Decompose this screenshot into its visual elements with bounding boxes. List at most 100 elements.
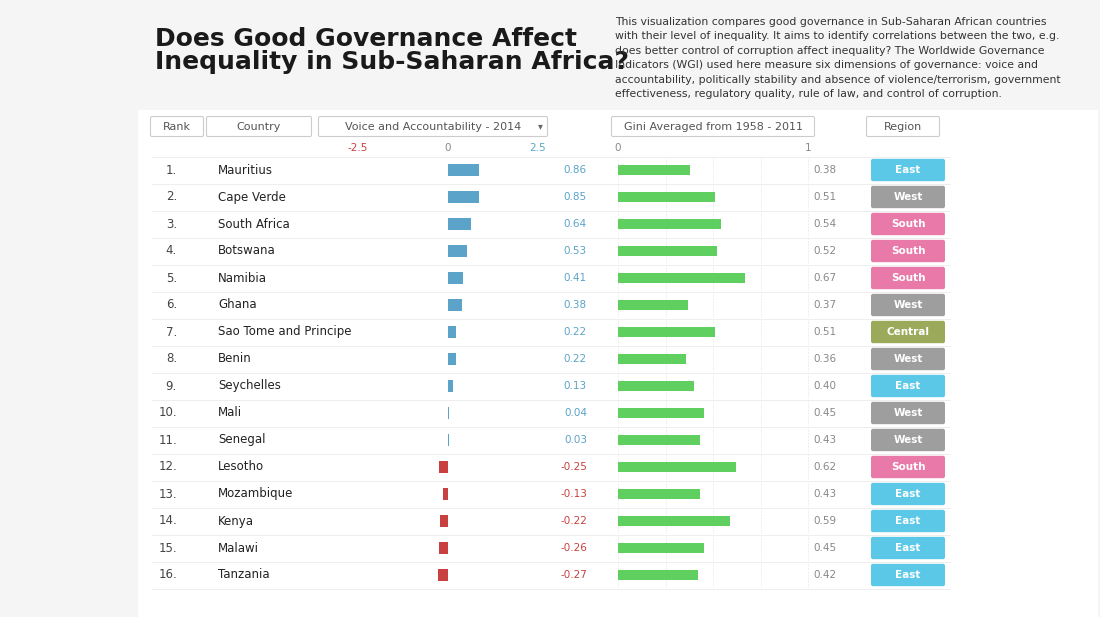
- Text: 0.42: 0.42: [813, 570, 836, 580]
- Text: Senegal: Senegal: [218, 434, 265, 447]
- Text: Malawi: Malawi: [218, 542, 258, 555]
- Text: 0.45: 0.45: [813, 408, 836, 418]
- Bar: [618, 354, 686, 364]
- Text: -0.22: -0.22: [560, 516, 587, 526]
- Text: 0.59: 0.59: [813, 516, 836, 526]
- Text: 0.45: 0.45: [813, 543, 836, 553]
- Text: West: West: [893, 435, 923, 445]
- Text: 0: 0: [615, 143, 622, 153]
- Text: East: East: [895, 489, 921, 499]
- FancyBboxPatch shape: [319, 117, 548, 136]
- Text: East: East: [895, 543, 921, 553]
- FancyBboxPatch shape: [612, 117, 814, 136]
- Text: West: West: [893, 408, 923, 418]
- FancyBboxPatch shape: [871, 213, 945, 235]
- Text: Seychelles: Seychelles: [218, 379, 280, 392]
- FancyBboxPatch shape: [871, 186, 945, 208]
- Text: Kenya: Kenya: [218, 515, 254, 528]
- Text: -0.25: -0.25: [560, 462, 587, 472]
- FancyBboxPatch shape: [151, 117, 204, 136]
- Text: 0.64: 0.64: [564, 219, 587, 229]
- Text: 0.22: 0.22: [564, 354, 587, 364]
- Bar: [448, 218, 471, 230]
- Bar: [618, 408, 704, 418]
- Text: 0.04: 0.04: [564, 408, 587, 418]
- Text: 0.13: 0.13: [564, 381, 587, 391]
- Bar: [618, 165, 690, 175]
- Text: 0.67: 0.67: [813, 273, 836, 283]
- FancyBboxPatch shape: [871, 510, 945, 532]
- Text: -0.13: -0.13: [560, 489, 587, 499]
- Bar: [618, 300, 689, 310]
- Text: West: West: [893, 354, 923, 364]
- Bar: [438, 569, 448, 581]
- Bar: [439, 461, 448, 473]
- FancyBboxPatch shape: [871, 321, 945, 343]
- Bar: [618, 192, 715, 202]
- Text: Voice and Accountability - 2014: Voice and Accountability - 2014: [345, 122, 521, 131]
- Text: 1: 1: [805, 143, 812, 153]
- Text: Gini Averaged from 1958 - 2011: Gini Averaged from 1958 - 2011: [624, 122, 803, 131]
- Text: 0.37: 0.37: [813, 300, 836, 310]
- Text: 0.85: 0.85: [564, 192, 587, 202]
- Text: 5.: 5.: [166, 271, 177, 284]
- Text: 2.5: 2.5: [530, 143, 547, 153]
- Bar: [443, 488, 448, 500]
- Bar: [448, 353, 455, 365]
- Text: 11.: 11.: [158, 434, 177, 447]
- Bar: [448, 407, 450, 419]
- Text: Mozambique: Mozambique: [218, 487, 294, 500]
- Text: Mali: Mali: [218, 407, 242, 420]
- Text: East: East: [895, 570, 921, 580]
- FancyBboxPatch shape: [871, 240, 945, 262]
- Text: Country: Country: [236, 122, 282, 131]
- FancyBboxPatch shape: [207, 117, 311, 136]
- Text: ▾: ▾: [538, 122, 542, 131]
- Text: Tanzania: Tanzania: [218, 568, 270, 581]
- Bar: [618, 246, 717, 256]
- Text: Region: Region: [884, 122, 922, 131]
- Text: Inequality in Sub-Saharan Africa?: Inequality in Sub-Saharan Africa?: [155, 50, 629, 74]
- Text: 0.54: 0.54: [813, 219, 836, 229]
- Text: 0.38: 0.38: [564, 300, 587, 310]
- Text: 0.43: 0.43: [813, 435, 836, 445]
- Text: Sao Tome and Principe: Sao Tome and Principe: [218, 326, 352, 339]
- Bar: [618, 543, 704, 553]
- Text: 0.62: 0.62: [813, 462, 836, 472]
- Bar: [439, 542, 448, 554]
- FancyBboxPatch shape: [867, 117, 939, 136]
- Text: South: South: [891, 462, 925, 472]
- Text: -2.5: -2.5: [348, 143, 369, 153]
- Text: 9.: 9.: [166, 379, 177, 392]
- FancyBboxPatch shape: [871, 456, 945, 478]
- FancyBboxPatch shape: [871, 375, 945, 397]
- Bar: [618, 381, 694, 391]
- Text: 0.41: 0.41: [564, 273, 587, 283]
- Text: 13.: 13.: [158, 487, 177, 500]
- Bar: [618, 273, 746, 283]
- Bar: [448, 299, 462, 311]
- Text: 8.: 8.: [166, 352, 177, 365]
- Text: 0.22: 0.22: [564, 327, 587, 337]
- Text: 0.52: 0.52: [813, 246, 836, 256]
- Text: -0.26: -0.26: [560, 543, 587, 553]
- Bar: [448, 326, 455, 338]
- Text: 0.36: 0.36: [813, 354, 836, 364]
- Text: 2.: 2.: [166, 191, 177, 204]
- Text: South Africa: South Africa: [218, 218, 289, 231]
- Text: Does Good Governance Affect: Does Good Governance Affect: [155, 27, 578, 51]
- Text: 0.51: 0.51: [813, 327, 836, 337]
- Bar: [448, 191, 478, 203]
- Text: 0.03: 0.03: [564, 435, 587, 445]
- Text: 0: 0: [444, 143, 451, 153]
- Text: 4.: 4.: [166, 244, 177, 257]
- FancyBboxPatch shape: [871, 348, 945, 370]
- Bar: [448, 245, 468, 257]
- Text: 3.: 3.: [166, 218, 177, 231]
- Text: 6.: 6.: [166, 299, 177, 312]
- FancyBboxPatch shape: [871, 294, 945, 316]
- Text: 0.86: 0.86: [564, 165, 587, 175]
- Text: Lesotho: Lesotho: [218, 460, 264, 473]
- Bar: [138, 110, 1098, 617]
- Text: East: East: [895, 516, 921, 526]
